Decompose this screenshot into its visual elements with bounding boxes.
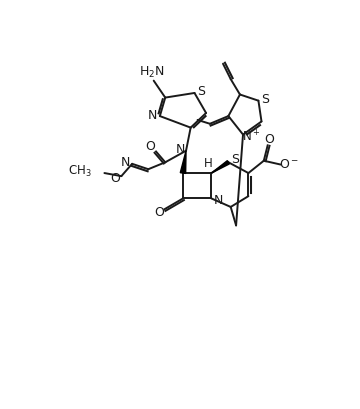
Text: O: O	[154, 206, 164, 219]
Text: S: S	[231, 153, 239, 166]
Text: O: O	[110, 172, 120, 185]
Text: N: N	[148, 109, 158, 122]
Text: N: N	[214, 193, 223, 207]
Text: S: S	[197, 85, 206, 98]
Text: N: N	[176, 143, 185, 156]
Text: O: O	[264, 133, 274, 146]
Text: H: H	[204, 157, 213, 170]
Text: O: O	[146, 139, 156, 153]
Text: H$_2$N: H$_2$N	[139, 65, 165, 80]
Text: S: S	[261, 93, 269, 106]
Polygon shape	[180, 151, 186, 173]
Text: CH$_3$: CH$_3$	[68, 164, 92, 179]
Text: O$^-$: O$^-$	[279, 158, 299, 171]
Polygon shape	[211, 161, 229, 173]
Text: N: N	[121, 156, 130, 169]
Text: N$^+$: N$^+$	[242, 129, 261, 144]
